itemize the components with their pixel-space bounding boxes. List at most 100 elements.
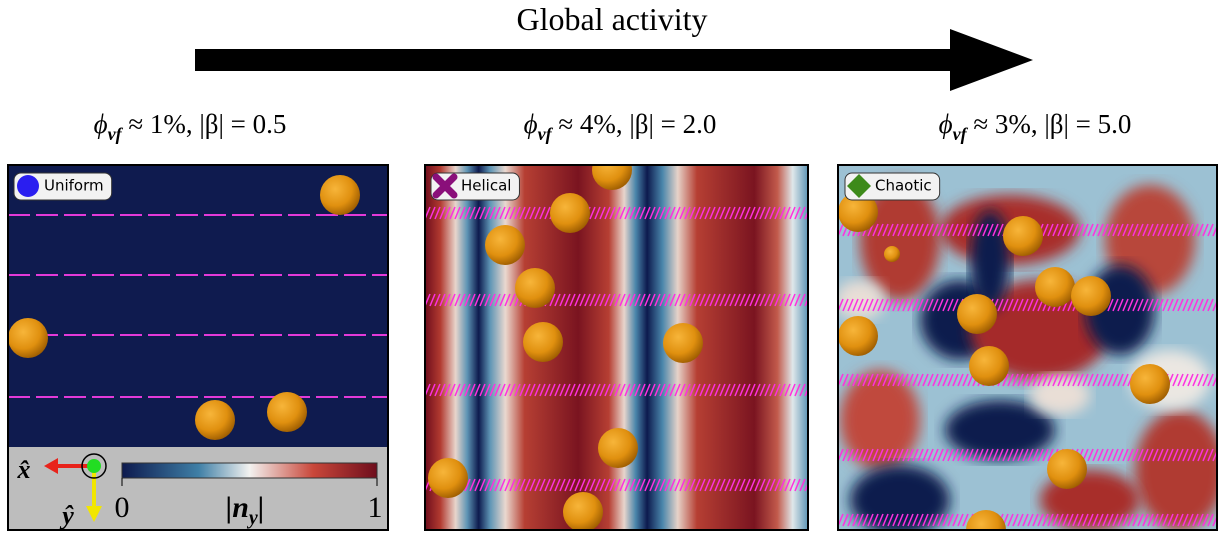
director-hatch	[887, 223, 894, 237]
director-hatch	[1027, 298, 1034, 312]
director-hatch	[709, 478, 716, 492]
director-hatch	[1202, 513, 1209, 527]
director-hatch	[1177, 223, 1184, 237]
director-hatch	[759, 206, 766, 220]
director-hatch	[734, 293, 741, 307]
director-hatch	[659, 206, 666, 220]
director-hatch	[634, 206, 641, 220]
director-hatch	[1147, 513, 1154, 527]
director-hatch	[1212, 299, 1217, 312]
director-hatch	[574, 293, 581, 307]
particle	[592, 165, 632, 190]
director-hatch	[779, 478, 786, 492]
director-hatch	[624, 478, 631, 492]
director-hatch	[759, 478, 766, 492]
panel-header: ϕvf ≈ 4%, |β| = 2.0	[524, 109, 717, 144]
director-hatch	[569, 478, 576, 492]
header-symbol: ϕ	[94, 109, 108, 139]
director-hatch	[494, 478, 501, 492]
particle	[1035, 267, 1075, 307]
director-hatch	[584, 478, 591, 492]
header-symbol: ϕ	[939, 109, 953, 139]
director-hatch	[1092, 223, 1099, 237]
director-hatch	[912, 373, 919, 387]
director-hatch	[639, 383, 646, 397]
director-hatch	[1057, 223, 1064, 237]
director-hatch	[942, 223, 949, 237]
director-hatch	[852, 373, 859, 387]
director-hatch	[877, 298, 884, 312]
director-hatch	[534, 478, 541, 492]
director-hatch	[699, 478, 706, 492]
director-hatch	[897, 223, 904, 237]
director-hatch	[1082, 513, 1089, 527]
director-hatch	[459, 383, 466, 397]
director-hatch	[1007, 513, 1014, 527]
director-hatch	[629, 206, 636, 220]
particle	[884, 246, 900, 262]
director-hatch	[714, 206, 721, 220]
director-hatch	[1102, 223, 1109, 237]
director-hatch	[539, 383, 546, 397]
director-hatch	[872, 448, 879, 462]
particle	[428, 458, 468, 498]
director-hatch	[857, 448, 864, 462]
director-hatch	[1162, 223, 1169, 237]
director-hatch	[789, 383, 796, 397]
director-hatch	[1072, 513, 1079, 527]
director-hatch	[1097, 448, 1104, 462]
director-hatch	[997, 448, 1004, 462]
director-hatch	[699, 206, 706, 220]
director-hatch	[887, 513, 894, 527]
director-hatch	[609, 293, 616, 307]
director-hatch	[917, 448, 924, 462]
director-hatch	[669, 206, 676, 220]
director-hatch	[1102, 373, 1109, 387]
director-hatch	[962, 373, 969, 387]
director-hatch	[1012, 448, 1019, 462]
director-hatch	[469, 206, 476, 220]
director-hatch	[1162, 513, 1169, 527]
director-hatch	[892, 373, 899, 387]
director-hatch	[704, 383, 711, 397]
particle	[838, 316, 878, 356]
header-subscript: vf	[108, 124, 124, 144]
director-hatch	[799, 478, 806, 492]
director-hatch	[444, 293, 451, 307]
director-hatch	[907, 223, 914, 237]
director-hatch	[644, 478, 651, 492]
director-hatch	[982, 223, 989, 237]
director-hatch	[734, 383, 741, 397]
director-hatch	[654, 383, 661, 397]
director-hatch	[554, 293, 561, 307]
director-hatch	[872, 513, 879, 527]
director-hatch	[862, 373, 869, 387]
director-hatch	[952, 298, 959, 312]
particle	[8, 318, 48, 358]
director-hatch	[1182, 223, 1189, 237]
director-hatch	[569, 293, 576, 307]
director-hatch	[1112, 373, 1119, 387]
director-hatch	[619, 478, 626, 492]
director-hatch	[1057, 513, 1064, 527]
director-hatch	[609, 478, 616, 492]
director-hatch	[892, 223, 899, 237]
director-hatch	[1102, 448, 1109, 462]
director-hatch	[1177, 513, 1184, 527]
director-hatch	[912, 513, 919, 527]
director-hatch	[769, 293, 776, 307]
director-hatch	[892, 298, 899, 312]
director-hatch	[1187, 223, 1194, 237]
director-hatch	[1162, 448, 1169, 462]
director-hatch	[882, 223, 889, 237]
director-hatch	[1067, 513, 1074, 527]
director-hatch	[922, 448, 929, 462]
director-hatch	[1007, 448, 1014, 462]
director-hatch	[499, 293, 506, 307]
director-hatch	[1142, 298, 1149, 312]
director-hatch	[564, 383, 571, 397]
director-hatch	[604, 478, 611, 492]
director-hatch	[897, 298, 904, 312]
director-hatch	[1127, 298, 1134, 312]
director-hatch	[1097, 513, 1104, 527]
